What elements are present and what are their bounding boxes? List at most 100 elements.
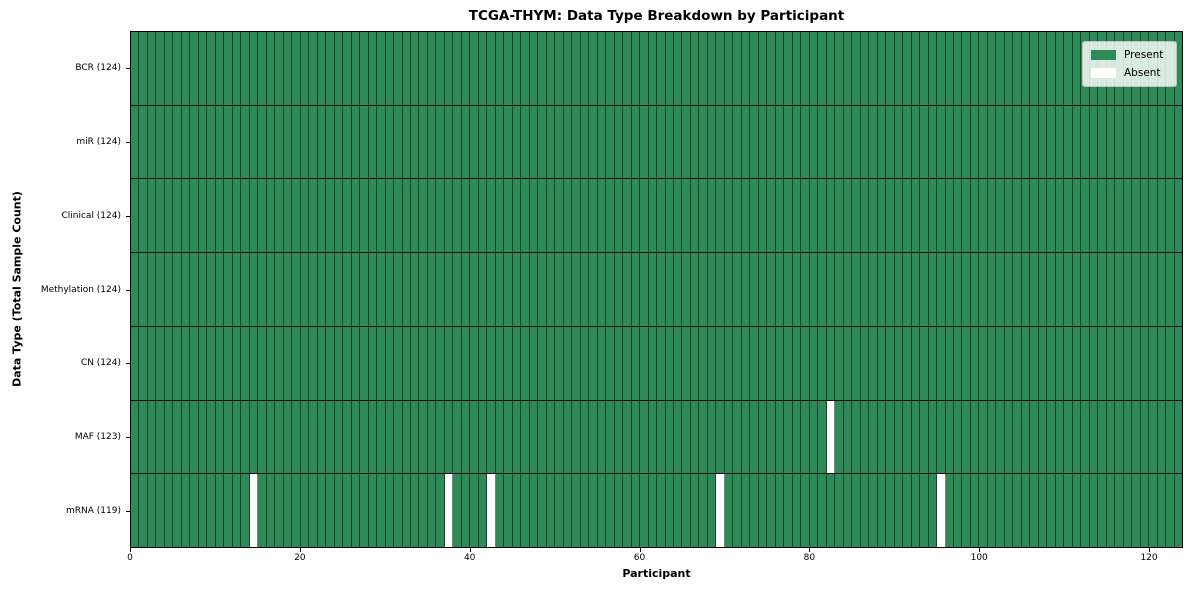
heatmap-cell bbox=[724, 179, 734, 253]
heatmap-cell bbox=[1115, 253, 1124, 326]
heatmap-cell bbox=[818, 326, 827, 400]
heatmap-cell bbox=[410, 179, 420, 253]
heatmap-cell bbox=[920, 105, 929, 179]
heatmap-cell bbox=[665, 253, 674, 326]
heatmap-cell bbox=[911, 326, 921, 400]
heatmap-cell bbox=[979, 474, 988, 548]
heatmap-cell bbox=[215, 32, 225, 105]
heatmap-cell bbox=[1115, 326, 1124, 400]
heatmap-cell bbox=[1055, 400, 1065, 474]
heatmap-cell bbox=[767, 400, 776, 474]
heatmap-cell bbox=[478, 474, 488, 548]
heatmap-cell bbox=[1013, 105, 1022, 179]
heatmap-cell bbox=[894, 326, 904, 400]
heatmap-cell bbox=[640, 105, 649, 179]
heatmap-cell bbox=[784, 474, 793, 548]
heatmap-cell bbox=[869, 253, 878, 326]
heatmap-cell bbox=[589, 253, 598, 326]
y-axis-ticks: BCR (124) miR (124) Clinical (124) Methylat… bbox=[0, 31, 130, 548]
heatmap-cell bbox=[343, 179, 352, 253]
heatmap-cell bbox=[275, 253, 284, 326]
heatmap-cell bbox=[215, 179, 225, 253]
heatmap-cell bbox=[385, 253, 395, 326]
heatmap-cell bbox=[818, 253, 827, 326]
heatmap-cell bbox=[1166, 474, 1175, 548]
heatmap-cell bbox=[1081, 179, 1090, 253]
heatmap-cell bbox=[835, 32, 844, 105]
heatmap-cell bbox=[521, 32, 530, 105]
heatmap-cell bbox=[606, 400, 615, 474]
heatmap-cell bbox=[937, 253, 946, 326]
heatmap-cell bbox=[674, 253, 683, 326]
heatmap-cell bbox=[394, 326, 403, 400]
heatmap-cell bbox=[266, 400, 276, 474]
heatmap-cell bbox=[1166, 326, 1175, 400]
heatmap-cell bbox=[869, 400, 878, 474]
heatmap-cell bbox=[377, 326, 386, 400]
heatmap-cell bbox=[224, 32, 233, 105]
heatmap-cell bbox=[741, 400, 751, 474]
heatmap-cell bbox=[368, 326, 378, 400]
heatmap-cell bbox=[546, 253, 556, 326]
heatmap-cell bbox=[215, 253, 225, 326]
heatmap-cell bbox=[1013, 326, 1022, 400]
heatmap-cell bbox=[504, 253, 513, 326]
heatmap-cell bbox=[614, 474, 624, 548]
y-tick-label-BCR: BCR (124) bbox=[75, 62, 121, 73]
heatmap-cell bbox=[640, 179, 649, 253]
heatmap-cell bbox=[996, 105, 1005, 179]
heatmap-cell bbox=[1013, 179, 1022, 253]
heatmap-cell bbox=[147, 32, 157, 105]
heatmap-cell bbox=[309, 105, 318, 179]
heatmap-cell bbox=[665, 179, 674, 253]
heatmap-cell bbox=[724, 474, 734, 548]
heatmap-cell bbox=[538, 105, 547, 179]
heatmap-cell bbox=[1166, 253, 1175, 326]
heatmap-cell bbox=[419, 179, 428, 253]
heatmap-cell bbox=[410, 253, 420, 326]
heatmap-row-Methylation bbox=[131, 253, 1183, 327]
heatmap-cell bbox=[215, 400, 225, 474]
heatmap-cell bbox=[232, 474, 242, 548]
heatmap-cell bbox=[343, 253, 352, 326]
heatmap-cell bbox=[309, 179, 318, 253]
heatmap-cell bbox=[1132, 474, 1141, 548]
heatmap-cell bbox=[156, 400, 165, 474]
heatmap-cell bbox=[1047, 253, 1056, 326]
heatmap-cell bbox=[190, 179, 199, 253]
heatmap-cell bbox=[546, 32, 556, 105]
heatmap-cell bbox=[436, 474, 445, 548]
heatmap-cell bbox=[198, 326, 208, 400]
heatmap-cell bbox=[707, 105, 717, 179]
heatmap-cell bbox=[580, 326, 590, 400]
heatmap-cell bbox=[360, 326, 369, 400]
heatmap-cell bbox=[716, 179, 725, 253]
heatmap-cell bbox=[1030, 32, 1039, 105]
x-tick-mark bbox=[1149, 548, 1151, 552]
heatmap-cell bbox=[410, 400, 420, 474]
heatmap-cell bbox=[716, 32, 725, 105]
heatmap-cell bbox=[733, 474, 742, 548]
heatmap-cell bbox=[937, 400, 946, 474]
heatmap-cell bbox=[979, 32, 988, 105]
heatmap-cell bbox=[631, 253, 641, 326]
heatmap-cell bbox=[648, 179, 658, 253]
heatmap-cell bbox=[1064, 179, 1073, 253]
heatmap-cell bbox=[674, 105, 683, 179]
heatmap-cell bbox=[444, 32, 454, 105]
heatmap-cell bbox=[1157, 105, 1167, 179]
heatmap-cell bbox=[207, 179, 216, 253]
heatmap-cell bbox=[937, 179, 946, 253]
heatmap-cell bbox=[970, 253, 980, 326]
heatmap-cell bbox=[572, 474, 581, 548]
heatmap-cell bbox=[1021, 253, 1031, 326]
heatmap-cell bbox=[1047, 326, 1056, 400]
heatmap-cell bbox=[563, 400, 573, 474]
heatmap-cell bbox=[360, 32, 369, 105]
heatmap-cell bbox=[869, 32, 878, 105]
heatmap-cell bbox=[733, 400, 742, 474]
heatmap-cell bbox=[775, 32, 785, 105]
heatmap-cell bbox=[648, 474, 658, 548]
heatmap-cell bbox=[945, 474, 954, 548]
heatmap-cell bbox=[631, 105, 641, 179]
